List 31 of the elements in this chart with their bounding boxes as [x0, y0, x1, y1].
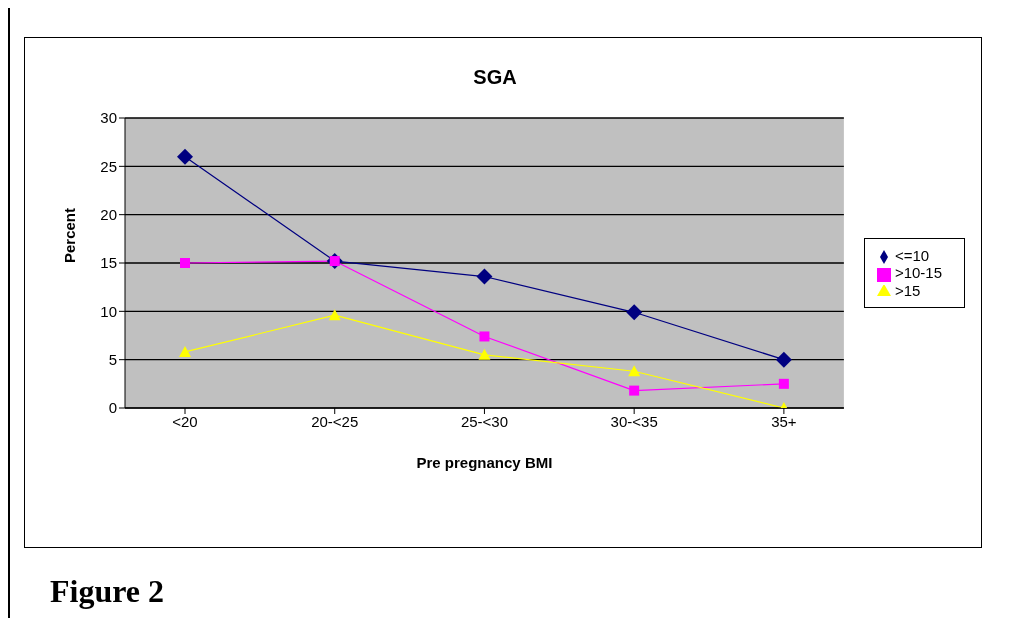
y-tick-label: 15 [100, 254, 117, 272]
point [626, 304, 643, 321]
point [479, 331, 490, 342]
y-tick-label: 0 [108, 399, 117, 417]
x-tick-label: 30-<35 [610, 412, 658, 430]
y-tick-label: 5 [108, 350, 117, 368]
y-tick-label: 30 [100, 109, 117, 127]
point [328, 309, 341, 321]
x-axis-title: Pre pregnancy BMI [416, 454, 553, 471]
y-axis-title: Percent [61, 207, 79, 263]
x-tick-label: 35+ [771, 412, 797, 430]
caption: Figure 2 [50, 573, 165, 610]
legend-label: >15 [894, 281, 921, 299]
point [179, 345, 191, 357]
point [177, 148, 193, 165]
y-tick-label: 10 [100, 302, 117, 320]
x-tick-label: 20-<25 [311, 412, 359, 430]
point [478, 348, 491, 360]
point [180, 258, 190, 268]
point [628, 365, 641, 377]
x-tick-label: <20 [172, 412, 198, 430]
point [476, 268, 493, 285]
chart-title: SGA [472, 66, 518, 89]
point [778, 378, 789, 389]
x-tick-label: 25-<30 [460, 412, 508, 430]
legend-label: <=10 [894, 247, 930, 265]
y-tick-label: 25 [100, 157, 117, 175]
point [629, 385, 640, 396]
y-tick-label: 20 [100, 205, 117, 223]
legend-label: >10-15 [894, 264, 942, 282]
point [775, 351, 792, 368]
